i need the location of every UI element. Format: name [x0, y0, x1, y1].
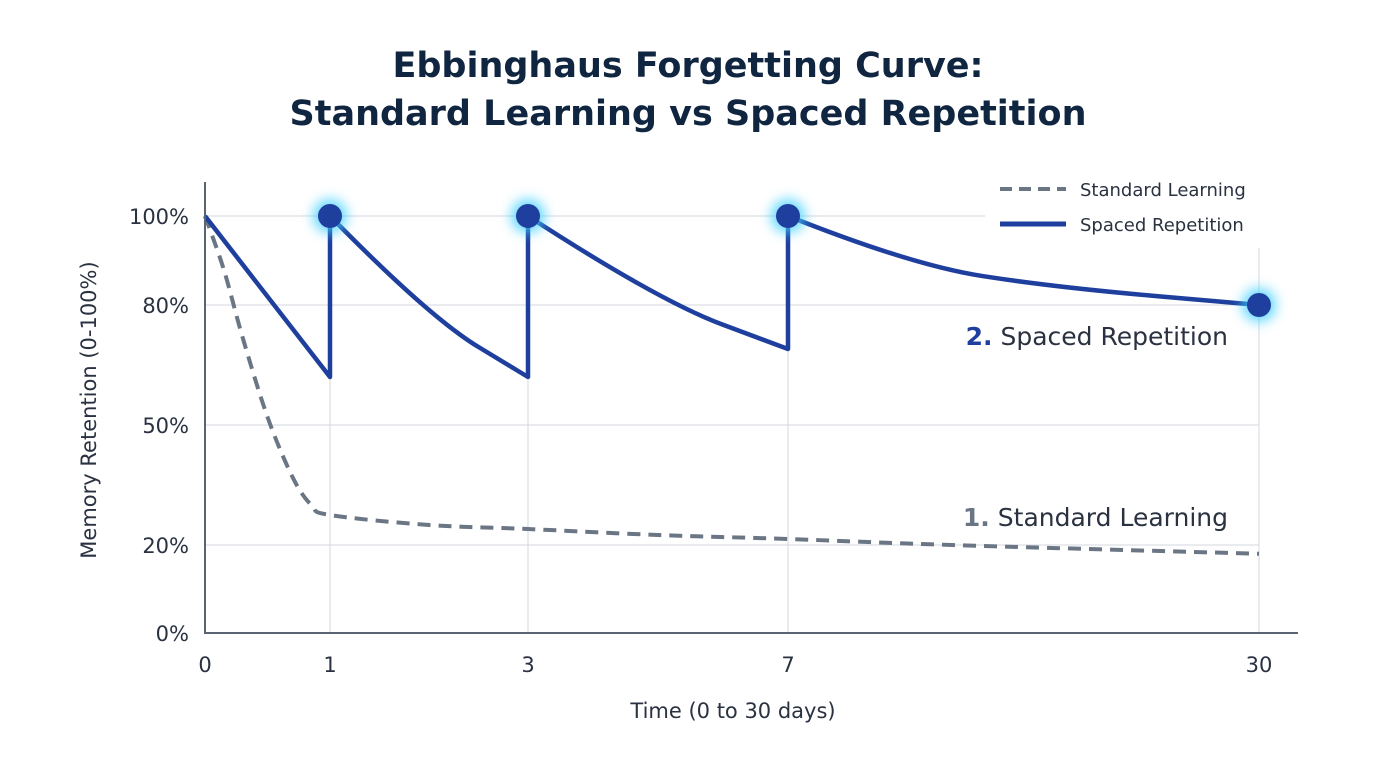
x-tick-label: 7 — [781, 653, 794, 677]
series-line-spaced-repetition — [203, 213, 1260, 380]
legend-label-standard: Standard Learning — [1080, 180, 1246, 201]
y-tick-label: 0% — [156, 622, 189, 646]
x-tick-label: 1 — [323, 653, 336, 677]
legend-label-spaced: Spaced Repetition — [1080, 215, 1244, 236]
annotation-standard-learning: 1. Standard Learning — [963, 503, 1228, 532]
annotation-number: 1. — [963, 503, 990, 532]
chart-title-line-1: Ebbinghaus Forgetting Curve: — [392, 46, 984, 86]
y-tick-label: 50% — [142, 414, 189, 438]
y-tick-label: 20% — [142, 534, 189, 558]
chart-title: Ebbinghaus Forgetting Curve: Standard Le… — [0, 42, 1376, 138]
review-marker-point — [776, 204, 800, 228]
annotation-spaced-repetition: 2. Spaced Repetition — [966, 322, 1228, 351]
chart-title-line-2: Standard Learning vs Spaced Repetition — [289, 94, 1087, 134]
annotation-text: Spaced Repetition — [1000, 322, 1228, 351]
review-marker-point — [318, 204, 342, 228]
review-marker-point — [1247, 293, 1271, 317]
legend: Standard Learning Spaced Repetition — [1000, 180, 1246, 236]
y-axis-label: Memory Retention (0-100%) — [77, 261, 101, 558]
series-line-standard-learning — [203, 215, 1260, 556]
x-tick-label: 3 — [521, 653, 534, 677]
review-marker-point — [516, 204, 540, 228]
y-tick-label: 100% — [129, 205, 189, 229]
x-tick-label: 0 — [198, 653, 211, 677]
y-tick-label: 80% — [142, 294, 189, 318]
x-axis-label: Time (0 to 30 days) — [629, 699, 835, 723]
x-tick-label: 30 — [1246, 653, 1273, 677]
annotation-number: 2. — [966, 322, 993, 351]
annotation-text: Standard Learning — [998, 503, 1228, 532]
